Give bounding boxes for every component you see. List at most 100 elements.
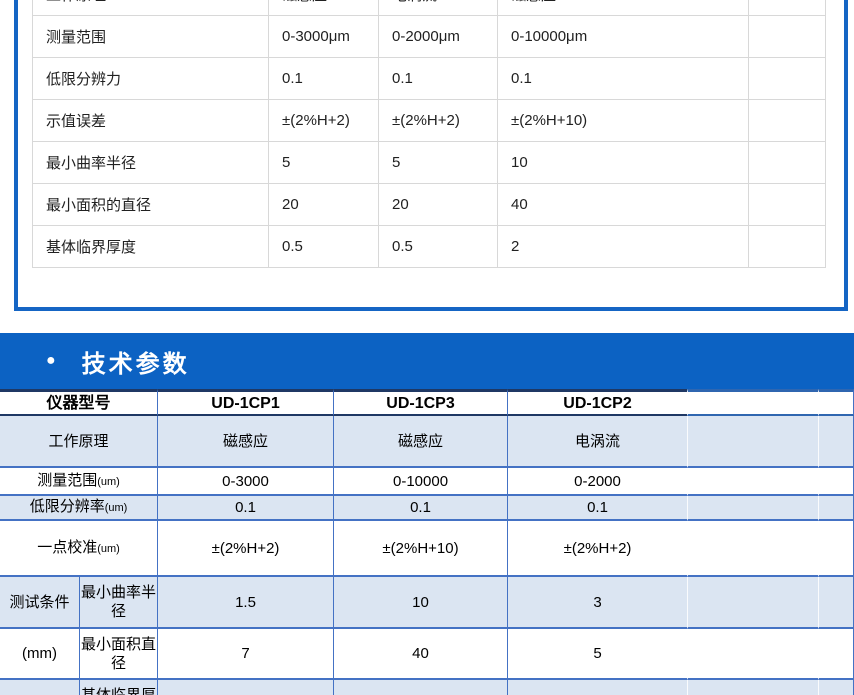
spec-value-cell: ±(2%H+2) (378, 99, 498, 142)
spec-value-cell: 电涡流 (378, 0, 498, 16)
spec-empty-cell (748, 141, 826, 184)
spec-empty-cell (748, 0, 826, 16)
empty-header-cell (687, 389, 819, 416)
param-value-cell: 电涡流 (507, 416, 688, 468)
section-title: 技术参数 (81, 350, 190, 378)
spec-label-cell: 测量范围 (32, 15, 269, 58)
table-row: 基体临界厚度 (0, 680, 854, 695)
empty-header-cell (818, 389, 854, 416)
table-row: 基体临界厚度 0.5 0.5 2 (32, 225, 826, 268)
table-row: 工作原理 磁感应 电涡流 磁感应 (32, 0, 826, 16)
spec-label-cell: 示值误差 (32, 99, 269, 142)
param-value-cell: 3 (507, 577, 688, 629)
spec-label-cell: 低限分辨力 (32, 57, 269, 100)
param-value-cell: 10 (333, 577, 508, 629)
param-value-cell: 0-2000 (507, 468, 688, 496)
param-value-cell: 5 (507, 629, 688, 680)
spec-value-cell: 0.5 (378, 225, 498, 268)
param-value-cell: 0-3000 (157, 468, 334, 496)
param-label-cell: 工作原理 (0, 416, 158, 468)
param-label-cell: 低限分辨率(um) (0, 496, 158, 521)
empty-cell (687, 629, 819, 680)
empty-cell (818, 521, 854, 577)
table-row: 一点校准(um) ±(2%H+2) ±(2%H+10) ±(2%H+2) (0, 521, 854, 577)
empty-cell (687, 416, 819, 468)
empty-cell (818, 577, 854, 629)
spec-empty-cell (748, 15, 826, 58)
spec-label-cell: 工作原理 (32, 0, 269, 16)
spec-value-cell: 5 (378, 141, 498, 184)
spec-value-cell: 0-2000μm (378, 15, 498, 58)
spec-empty-cell (748, 183, 826, 226)
model-header-cell: UD-1CP2 (507, 389, 688, 416)
table-row: 测量范围(um) 0-3000 0-10000 0-2000 (0, 468, 854, 496)
spec-value-cell: ±(2%H+10) (497, 99, 749, 142)
model-header-cell: 仪器型号 (0, 389, 158, 416)
bullet-icon: ● (46, 352, 56, 369)
empty-cell (818, 496, 854, 521)
spec-empty-cell (748, 99, 826, 142)
section-header: ● 技术参数 (0, 333, 854, 389)
param-value-cell (507, 680, 688, 695)
spec-value-cell: 磁感应 (268, 0, 379, 16)
param-value-cell: ±(2%H+2) (157, 521, 334, 577)
empty-cell (818, 416, 854, 468)
spec-value-cell: 0.1 (268, 57, 379, 100)
model-header-cell: UD-1CP3 (333, 389, 508, 416)
table-row: 低限分辨力 0.1 0.1 0.1 (32, 57, 826, 100)
table-row: (mm) 最小面积直径 7 40 5 (0, 629, 854, 680)
table-row: 测量范围 0-3000μm 0-2000μm 0-10000μm (32, 15, 826, 58)
spec-value-cell: 40 (497, 183, 749, 226)
empty-cell (687, 521, 819, 577)
empty-cell (818, 468, 854, 496)
spec-label-cell: 最小曲率半径 (32, 141, 269, 184)
empty-cell (687, 680, 819, 695)
table-row: 示值误差 ±(2%H+2) ±(2%H+2) ±(2%H+10) (32, 99, 826, 142)
param-value-cell: 40 (333, 629, 508, 680)
spec-value-cell: 5 (268, 141, 379, 184)
param-value-cell: ±(2%H+10) (333, 521, 508, 577)
table-row: 最小曲率半径 5 5 10 (32, 141, 826, 184)
param-value-cell (157, 680, 334, 695)
param-table: 仪器型号 UD-1CP1 UD-1CP3 UD-1CP2 工作原理 磁感应 磁感… (0, 389, 854, 695)
condition-sub-cell: 最小曲率半径 (79, 577, 158, 629)
param-label-cell: 一点校准(um) (0, 521, 158, 577)
param-value-cell: 7 (157, 629, 334, 680)
spec-empty-cell (748, 225, 826, 268)
empty-cell (818, 680, 854, 695)
spec-empty-cell (748, 57, 826, 100)
spec-value-cell: ±(2%H+2) (268, 99, 379, 142)
top-spec-table: 工作原理 磁感应 电涡流 磁感应 测量范围 0-3000μm 0-2000μm … (32, 0, 826, 268)
spec-value-cell: 2 (497, 225, 749, 268)
table-row: 工作原理 磁感应 磁感应 电涡流 (0, 416, 854, 468)
condition-group-cell (0, 680, 79, 695)
param-value-cell: ±(2%H+2) (507, 521, 688, 577)
empty-cell (687, 468, 819, 496)
empty-cell (687, 577, 819, 629)
param-label-cell: 测量范围(um) (0, 468, 158, 496)
param-value-cell (333, 680, 508, 695)
spec-label-cell: 最小面积的直径 (32, 183, 269, 226)
spec-value-cell: 20 (268, 183, 379, 226)
spec-value-cell: 0.1 (497, 57, 749, 100)
empty-cell (818, 629, 854, 680)
spec-value-cell: 0.1 (378, 57, 498, 100)
spec-value-cell: 磁感应 (497, 0, 749, 16)
spec-value-cell: 0.5 (268, 225, 379, 268)
spec-value-cell: 20 (378, 183, 498, 226)
spec-value-cell: 0-3000μm (268, 15, 379, 58)
param-value-cell: 0.1 (157, 496, 334, 521)
table-row: 低限分辨率(um) 0.1 0.1 0.1 (0, 496, 854, 521)
param-value-cell: 0-10000 (333, 468, 508, 496)
param-value-cell: 0.1 (333, 496, 508, 521)
param-value-cell: 1.5 (157, 577, 334, 629)
condition-sub-cell: 最小面积直径 (79, 629, 158, 680)
param-value-cell: 0.1 (507, 496, 688, 521)
table-row: 测试条件 最小曲率半径 1.5 10 3 (0, 577, 854, 629)
param-value-cell: 磁感应 (157, 416, 334, 468)
spec-value-cell: 0-10000μm (497, 15, 749, 58)
model-header-cell: UD-1CP1 (157, 389, 334, 416)
table-row: 最小面积的直径 20 20 40 (32, 183, 826, 226)
empty-cell (687, 496, 819, 521)
